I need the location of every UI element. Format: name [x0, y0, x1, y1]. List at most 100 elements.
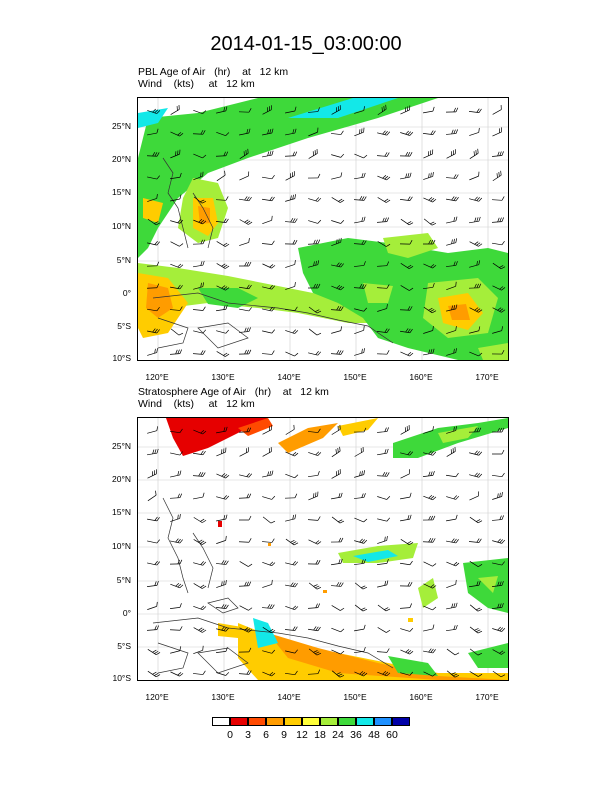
lon-label: 160°E [409, 372, 433, 382]
legend-swatch [356, 717, 374, 726]
wind-barb [423, 671, 437, 677]
wind-barb [377, 627, 391, 633]
wind-barb [239, 447, 249, 457]
wind-barb [377, 604, 391, 612]
lon-label: 140°E [277, 692, 301, 702]
wind-barb [353, 261, 366, 267]
wind-barb [446, 514, 458, 522]
lon-label: 120°E [145, 372, 169, 382]
wind-barb [308, 539, 322, 545]
pbl-age-map [137, 97, 509, 361]
wind-barb [400, 130, 414, 136]
wind-barb [307, 283, 321, 289]
wind-barb [239, 605, 253, 611]
wind-barb [170, 646, 182, 654]
wind-barb [147, 240, 160, 246]
wind-barb [377, 241, 391, 247]
wind-barb [193, 605, 207, 610]
wind-barb [308, 351, 322, 356]
wind-barb [377, 175, 391, 181]
legend-label: 6 [263, 729, 269, 741]
wind-barb [146, 625, 159, 631]
wind-barb [491, 349, 505, 355]
wind-barb [239, 237, 250, 246]
wind-barb [400, 649, 414, 655]
wind-barb [307, 173, 321, 179]
wind-barb [492, 285, 506, 291]
wind-barb [147, 516, 160, 522]
wind-barb [468, 283, 482, 289]
legend-label: 24 [332, 729, 344, 741]
wind-barb [147, 448, 159, 456]
wind-barb [170, 263, 184, 269]
wind-barb [308, 328, 322, 336]
wind-barb [354, 216, 366, 224]
wind-barb [446, 325, 457, 334]
wind-barb [400, 285, 414, 291]
legend-label: 36 [350, 729, 362, 741]
wind-barb [330, 306, 344, 311]
lat-label: 10°N [112, 221, 131, 231]
wind-barb [445, 129, 458, 135]
wind-barb [354, 671, 368, 677]
lat-label: 10°S [112, 353, 131, 363]
wind-barb [284, 626, 298, 631]
wind-barb [216, 626, 230, 632]
wind-barb [193, 110, 207, 114]
panel-bottom-subtitle: Wind (kts) at 12 km [138, 398, 255, 410]
wind-barb [238, 670, 252, 675]
wind-barb [354, 153, 368, 159]
lat-label: 15°N [112, 187, 131, 197]
wind-barb [423, 450, 437, 456]
wind-barb [492, 307, 506, 313]
wind-barb [285, 351, 299, 357]
wind-barb [238, 327, 251, 333]
wind-barb [331, 627, 345, 633]
wind-barb [469, 648, 483, 656]
wind-barb [308, 491, 319, 501]
wind-barb [422, 537, 436, 543]
wind-barb [354, 582, 368, 590]
strat-wind-barbs [146, 424, 506, 678]
wind-barb [307, 669, 321, 675]
wind-barb [422, 471, 435, 477]
wind-barb [446, 648, 460, 656]
wind-barb [400, 351, 414, 357]
wind-barb [469, 351, 483, 357]
wind-barb [169, 306, 183, 311]
wind-barb [331, 516, 345, 524]
page-title: 2014-01-15_03:00:00 [210, 33, 402, 55]
wind-barb [400, 451, 414, 456]
wind-barb [170, 149, 181, 159]
legend-swatch [374, 717, 392, 726]
wind-barb [492, 326, 503, 334]
wind-barb [192, 239, 206, 245]
wind-barb [216, 329, 230, 334]
lat-label: 10°S [112, 673, 131, 683]
wind-barb [423, 306, 437, 314]
wind-barb [400, 627, 414, 632]
wind-barb [354, 624, 366, 632]
wind-barb [262, 671, 276, 677]
lon-label: 160°E [409, 692, 433, 702]
wind-barb [216, 447, 227, 457]
wind-barb [285, 259, 296, 268]
wind-barb [377, 580, 389, 588]
wind-barb [446, 426, 457, 434]
wind-barb [193, 329, 207, 334]
wind-barb [147, 670, 161, 678]
wind-barb [354, 604, 368, 612]
wind-barb [262, 447, 272, 457]
lon-label: 140°E [277, 372, 301, 382]
wind-barb [331, 558, 343, 566]
wind-barb [170, 470, 182, 478]
legend-label: 48 [368, 729, 380, 741]
wind-barb [239, 284, 252, 290]
wind-barb [353, 427, 367, 433]
wind-barb [193, 627, 207, 633]
wind-barb [308, 648, 322, 656]
wind-barb [285, 451, 299, 457]
wind-barb [469, 241, 483, 247]
wind-barb [262, 649, 276, 654]
wind-barb [285, 514, 297, 522]
